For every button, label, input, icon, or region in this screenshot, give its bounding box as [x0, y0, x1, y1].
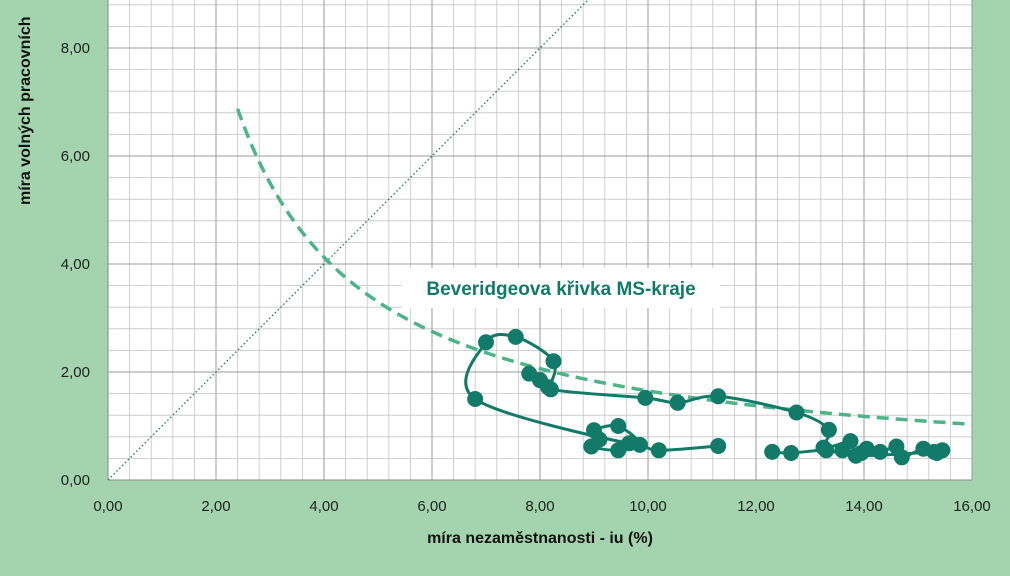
data-point [507, 328, 524, 345]
data-point [542, 381, 559, 398]
grid [107, 0, 973, 481]
x-tick-label: 2,00 [201, 498, 230, 515]
x-tick-label: 8,00 [525, 498, 554, 515]
data-point [650, 442, 667, 459]
data-point [586, 422, 602, 439]
data-point [820, 421, 837, 438]
y-tick-label: 4,00 [61, 256, 90, 273]
data-point [621, 435, 638, 452]
data-point [834, 442, 851, 459]
reference-diagonal [108, 0, 589, 480]
data-point [872, 443, 889, 460]
data-point [710, 438, 727, 454]
data-point [467, 391, 484, 407]
x-tick-label: 4,00 [309, 498, 338, 515]
data-point [610, 418, 627, 434]
annotation-box [402, 268, 720, 308]
data-point [783, 445, 800, 461]
data-point [637, 389, 654, 406]
reference-curve [235, 108, 972, 427]
axes [107, 0, 972, 481]
x-tick-label: 16,00 [953, 498, 991, 515]
data-point [893, 449, 910, 466]
data-point [847, 447, 864, 464]
annotation-label: Beveridgeova křivka MS-kraje [426, 279, 695, 300]
y-axis-title: míra volných pracovních [17, 16, 34, 205]
reference-hyperbola [235, 108, 972, 427]
y-tick-label: 0,00 [61, 472, 90, 489]
data-point [521, 365, 538, 382]
data-point [926, 443, 943, 460]
y-tick-label: 8,00 [61, 40, 90, 57]
y-tick-label: 2,00 [61, 364, 90, 381]
x-tick-label: 14,00 [845, 498, 883, 515]
data-point [788, 404, 805, 421]
data-point [764, 443, 781, 460]
x-tick-labels: 0,00 2,00 4,00 6,00 8,00 10,00 12,00 14,00 16,00 [93, 498, 990, 515]
x-tick-label: 6,00 [417, 498, 446, 515]
data-point [545, 353, 562, 370]
data-point [710, 388, 727, 405]
x-axis-title: míra nezaměstnanosti - iu (%) [427, 530, 653, 547]
data-point [818, 442, 835, 459]
series-points [467, 328, 951, 466]
diagonal-line [108, 0, 589, 480]
y-tick-labels: 0,00 2,00 4,00 6,00 8,00 [61, 40, 90, 489]
x-tick-label: 10,00 [629, 498, 667, 515]
y-tick-label: 6,00 [61, 148, 90, 165]
data-point [478, 334, 494, 351]
x-tick-label: 12,00 [737, 498, 775, 515]
data-point [669, 394, 686, 411]
x-tick-label: 0,00 [93, 498, 122, 515]
